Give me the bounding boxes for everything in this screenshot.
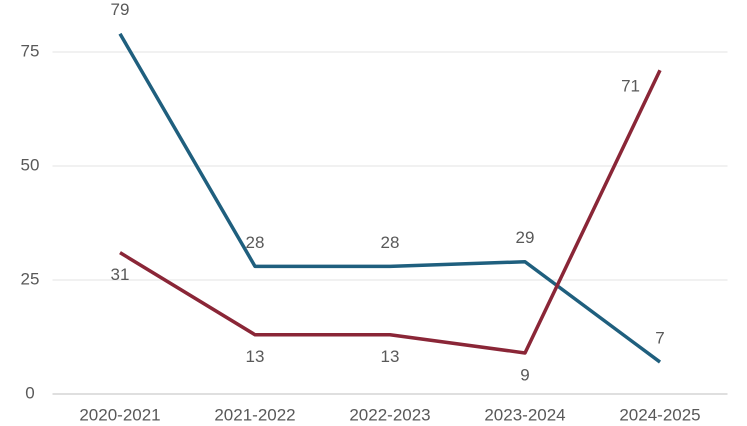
x-tick-label: 2024-2025 [619, 405, 700, 424]
y-tick-label: 75 [21, 41, 40, 60]
y-tick-label: 50 [21, 155, 40, 174]
data-label: 31 [111, 265, 130, 284]
data-label: 13 [381, 347, 400, 366]
y-tick-label: 25 [21, 269, 40, 288]
data-label: 71 [621, 77, 640, 96]
data-label: 9 [520, 365, 529, 384]
x-tick-label: 2022-2023 [349, 405, 430, 424]
data-label: 28 [246, 233, 265, 252]
data-label: 79 [111, 0, 130, 19]
x-tick-label: 2023-2024 [484, 405, 565, 424]
x-tick-label: 2021-2022 [214, 405, 295, 424]
data-label: 29 [516, 228, 535, 247]
data-label: 7 [655, 329, 664, 348]
series-line [118, 32, 662, 364]
x-tick-label: 2020-2021 [79, 405, 160, 424]
series-line [119, 69, 662, 355]
y-tick-label: 0 [25, 383, 34, 402]
data-label: 28 [381, 233, 400, 252]
data-label: 13 [246, 347, 265, 366]
